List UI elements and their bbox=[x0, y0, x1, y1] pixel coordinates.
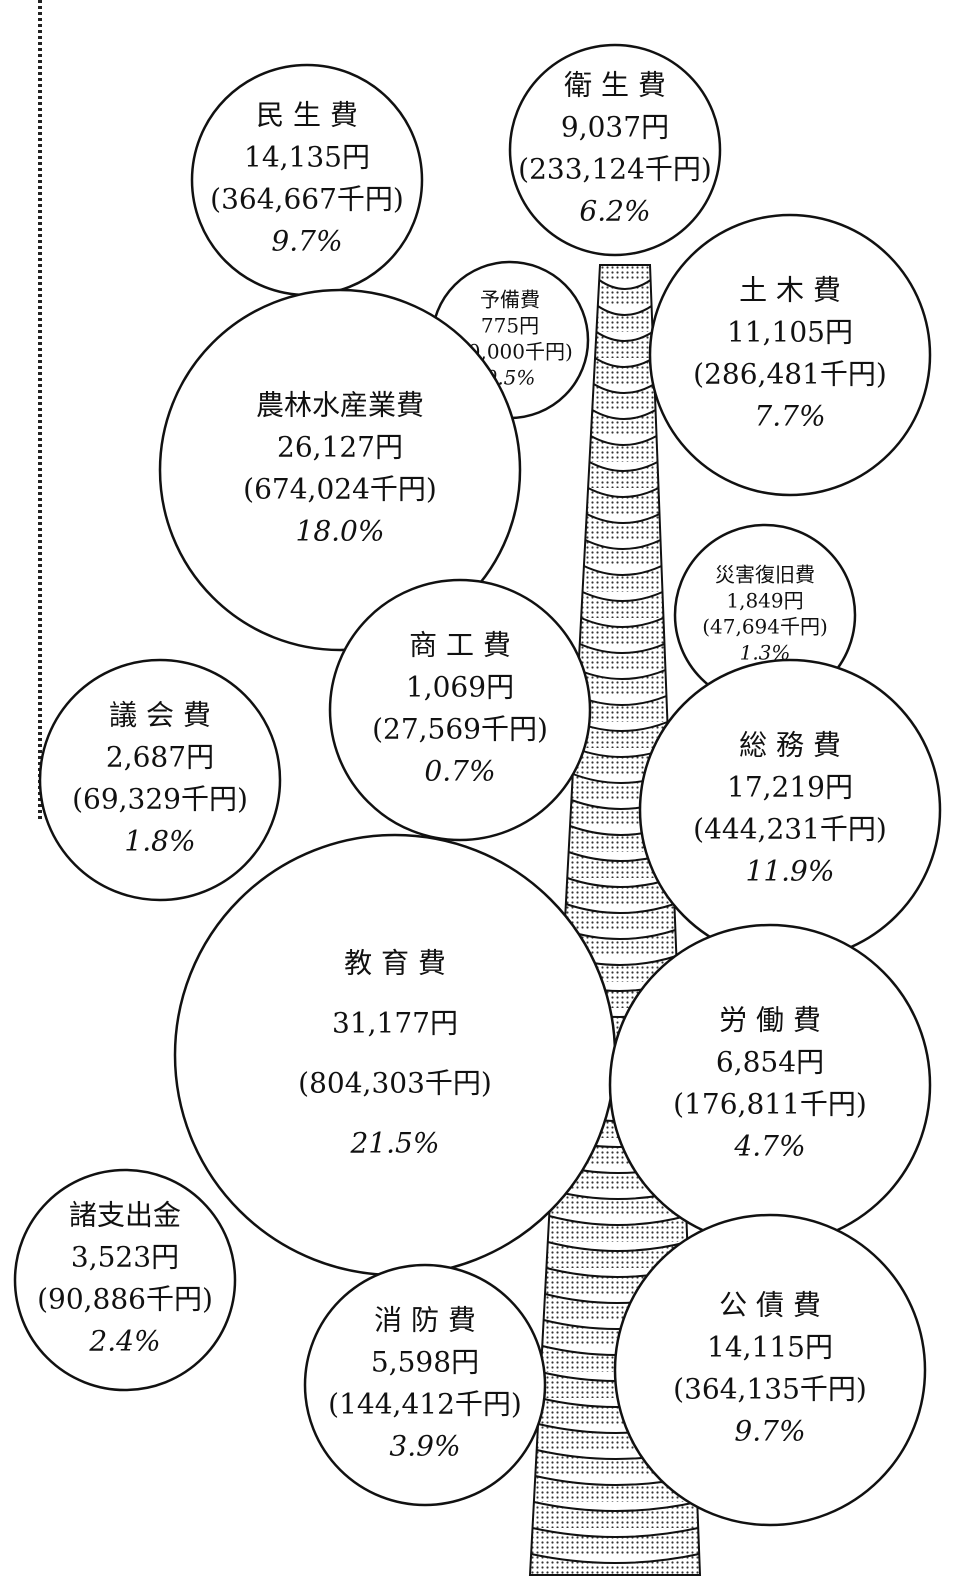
node-total: (364,135千円) bbox=[673, 1373, 867, 1406]
node-percent: 18.0% bbox=[296, 515, 385, 548]
bubble: 消 防 費 5,598円 (144,412千円) 3.9% bbox=[305, 1265, 545, 1505]
bubble-circle bbox=[175, 835, 615, 1275]
bubbles: 民 生 費 14,135円 (364,667千円) 9.7% 衛 生 費 9,037円 (2… bbox=[15, 45, 940, 1525]
node-per-capita: 9,037円 bbox=[561, 111, 669, 144]
bubble-circle bbox=[305, 1265, 545, 1505]
node-label: 予備費 bbox=[480, 288, 540, 312]
node-label: 諸支出金 bbox=[69, 1199, 181, 1232]
node-percent: 7.7% bbox=[754, 400, 825, 433]
node-per-capita: 26,127円 bbox=[277, 431, 403, 464]
node-per-capita: 17,219円 bbox=[727, 771, 853, 804]
node-per-capita: 3,523円 bbox=[71, 1241, 179, 1274]
bubble: 教 育 費 31,177円 (804,303千円) 21.5% bbox=[175, 835, 615, 1275]
bubble: 総 務 費 17,219円 (444,231千円) 11.9% bbox=[640, 660, 940, 960]
node-percent: 0.7% bbox=[424, 755, 495, 788]
bubble-circle bbox=[615, 1215, 925, 1525]
node-per-capita: 31,177円 bbox=[332, 1007, 458, 1040]
bubble: 諸支出金 3,523円 (90,886千円) 2.4% bbox=[15, 1170, 235, 1390]
node-label: 教 育 費 bbox=[344, 947, 446, 980]
node-per-capita: 1,849円 bbox=[726, 589, 803, 613]
bubble: 衛 生 費 9,037円 (233,124千円) 6.2% bbox=[510, 45, 720, 255]
node-percent: 2.4% bbox=[88, 1325, 160, 1358]
bubble: 議 会 費 2,687円 (69,329千円) 1.8% bbox=[40, 660, 280, 900]
node-percent: 9.7% bbox=[734, 1415, 805, 1448]
node-label: 災害復旧費 bbox=[715, 563, 815, 587]
node-label: 農林水産業費 bbox=[256, 389, 424, 422]
node-label: 議 会 費 bbox=[109, 699, 211, 732]
node-total: (176,811千円) bbox=[673, 1088, 867, 1121]
node-total: (674,024千円) bbox=[243, 473, 437, 506]
node-total: (69,329千円) bbox=[72, 783, 248, 816]
bubble-circle bbox=[640, 660, 940, 960]
node-percent: 6.2% bbox=[579, 195, 650, 228]
node-percent: 1.8% bbox=[124, 825, 195, 858]
node-total: (90,886千円) bbox=[37, 1283, 213, 1316]
node-label: 衛 生 費 bbox=[564, 69, 666, 102]
node-total: (47,694千円) bbox=[702, 615, 828, 639]
node-total: (444,231千円) bbox=[693, 813, 887, 846]
node-percent: 9.7% bbox=[271, 225, 342, 258]
node-percent: 3.9% bbox=[389, 1430, 460, 1463]
node-percent: 11.9% bbox=[746, 855, 835, 888]
node-total: (233,124千円) bbox=[518, 153, 712, 186]
node-per-capita: 2,687円 bbox=[106, 741, 214, 774]
bubble-circle bbox=[40, 660, 280, 900]
node-total: (804,303千円) bbox=[298, 1067, 492, 1100]
diagram: 民 生 費 14,135円 (364,667千円) 9.7% 衛 生 費 9,037円 (2… bbox=[0, 0, 975, 1585]
node-per-capita: 11,105円 bbox=[727, 316, 853, 349]
node-per-capita: 5,598円 bbox=[371, 1346, 479, 1379]
node-total: (286,481千円) bbox=[693, 358, 887, 391]
node-percent: 4.7% bbox=[733, 1130, 805, 1163]
bubble: 民 生 費 14,135円 (364,667千円) 9.7% bbox=[192, 65, 422, 295]
bubble-circle bbox=[650, 215, 930, 495]
node-label: 総 務 費 bbox=[739, 729, 841, 762]
node-per-capita: 14,135円 bbox=[244, 141, 370, 174]
bubble: 土 木 費 11,105円 (286,481千円) 7.7% bbox=[650, 215, 930, 495]
node-per-capita: 14,115円 bbox=[707, 1331, 833, 1364]
node-total: (144,412千円) bbox=[328, 1388, 522, 1421]
node-total: (364,667千円) bbox=[210, 183, 404, 216]
node-total: (27,569千円) bbox=[372, 713, 548, 746]
node-per-capita: 1,069円 bbox=[406, 671, 514, 704]
bubble: 公 債 費 14,115円 (364,135千円) 9.7% bbox=[615, 1215, 925, 1525]
bubble-circle bbox=[330, 580, 590, 840]
node-label: 労 働 費 bbox=[719, 1004, 821, 1037]
bubble: 労 働 費 6,854円 (176,811千円) 4.7% bbox=[610, 925, 930, 1245]
node-label: 消 防 費 bbox=[374, 1304, 476, 1337]
node-label: 民 生 費 bbox=[256, 99, 358, 132]
bubble-circle bbox=[610, 925, 930, 1245]
node-label: 土 木 費 bbox=[739, 274, 841, 307]
node-label: 商 工 費 bbox=[409, 629, 511, 662]
node-per-capita: 6,854円 bbox=[716, 1046, 824, 1079]
node-percent: 21.5% bbox=[350, 1127, 440, 1160]
node-label: 公 債 費 bbox=[719, 1289, 821, 1322]
node-per-capita: 775円 bbox=[481, 314, 539, 338]
bubble: 商 工 費 1,069円 (27,569千円) 0.7% bbox=[330, 580, 590, 840]
